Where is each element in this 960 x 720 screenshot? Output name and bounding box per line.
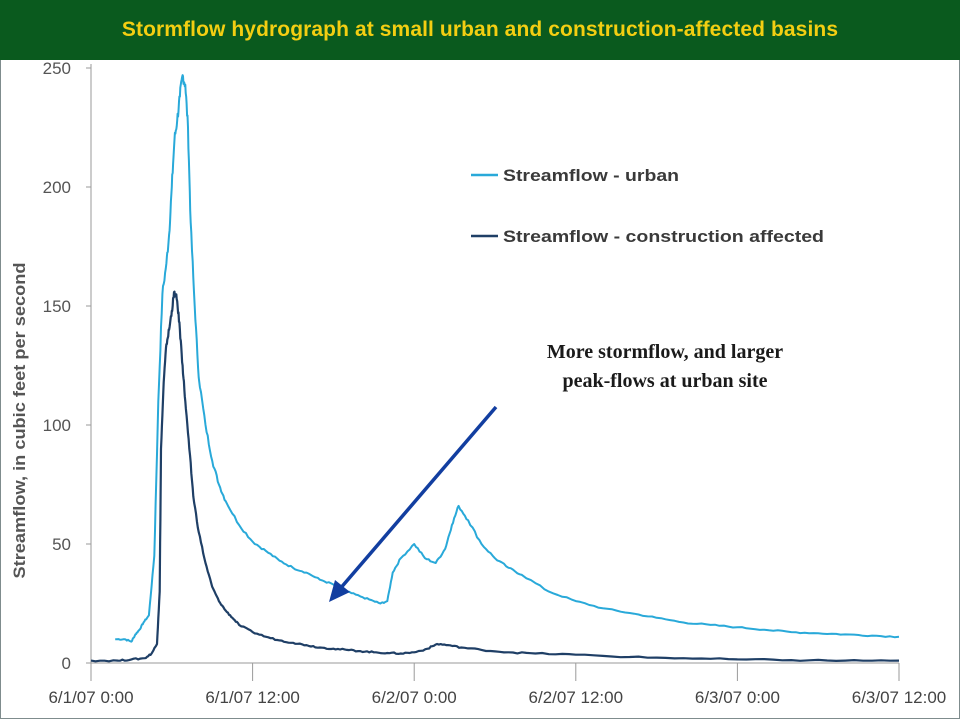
annotation-line-2: peak-flows at urban site (562, 370, 768, 392)
y-tick-label: 150 (43, 297, 71, 316)
y-tick-label: 200 (43, 178, 71, 197)
x-tick-label: 6/3/07 12:00 (852, 688, 947, 707)
series-line-urban (115, 74, 900, 643)
hydrograph-chart: 0 50 100 150 200 250 6/1/07 0:00 6/1/07 12:00 6/… (10, 60, 947, 707)
chart-annotation: More stormflow, and larger peak-flows at… (495, 338, 835, 396)
y-tick-label: 250 (43, 60, 71, 78)
legend-label: Streamflow - construction affected (503, 227, 824, 246)
y-axis-title: Streamflow, in cubic feet per second (10, 263, 29, 579)
legend-label: Streamflow - urban (503, 166, 679, 185)
title-banner: Stormflow hydrograph at small urban and … (0, 0, 960, 60)
y-tick-label: 50 (52, 535, 71, 554)
annotation-arrow-shaft (337, 405, 498, 592)
y-tick-label: 0 (62, 654, 71, 673)
page-title: Stormflow hydrograph at small urban and … (121, 18, 839, 41)
x-tick-label: 6/2/07 0:00 (372, 688, 457, 707)
x-tick-label: 6/1/07 12:00 (205, 688, 300, 707)
y-tick-label: 100 (43, 416, 71, 435)
annotation-arrow-head (329, 580, 350, 602)
x-tick-label: 6/2/07 12:00 (529, 688, 624, 707)
annotation-line-1: More stormflow, and larger (546, 341, 784, 363)
chart-frame: 0 50 100 150 200 250 6/1/07 0:00 6/1/07 12:00 6/… (0, 60, 960, 719)
x-tick-label: 6/1/07 0:00 (48, 688, 133, 707)
x-tick-label: 6/3/07 0:00 (695, 688, 780, 707)
series-line-construction (90, 290, 900, 663)
